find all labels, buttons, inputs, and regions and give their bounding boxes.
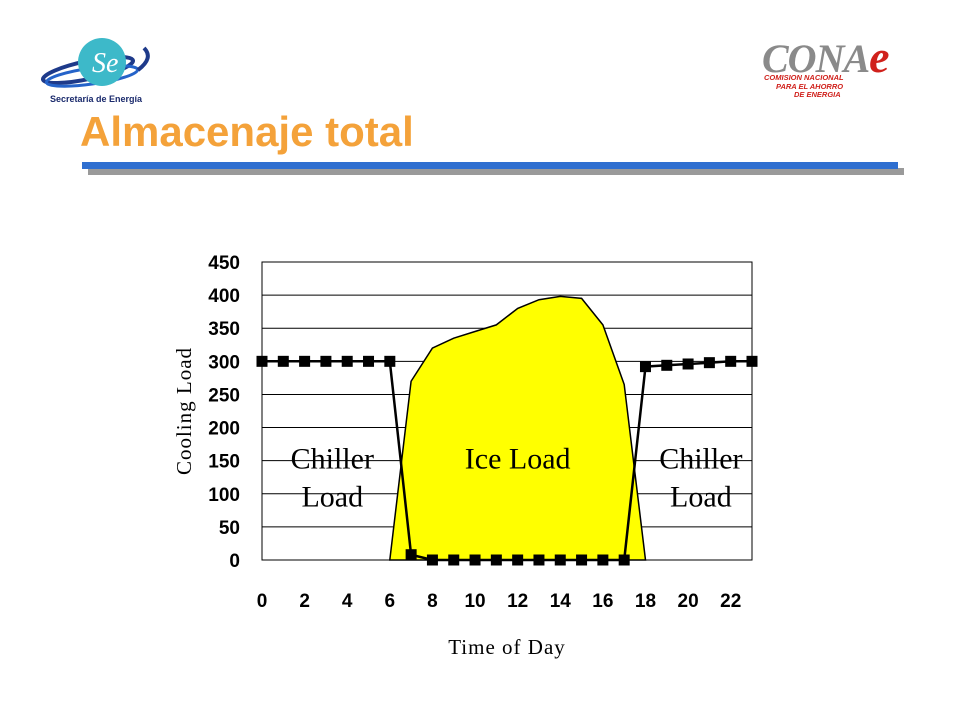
y-tick-label: 50	[219, 518, 240, 539]
line-marker	[490, 554, 502, 566]
line-marker	[341, 355, 353, 367]
line-marker	[554, 554, 566, 566]
region-label: Ice Load	[465, 443, 571, 476]
line-marker	[597, 554, 609, 566]
region-label: Chiller Load	[659, 443, 742, 514]
conae-sub-line-2: PARA EL AHORRO	[776, 81, 844, 91]
conae-logo-subtitle: COMISION NACIONAL PARA EL AHORRO DE ENER…	[764, 73, 844, 100]
secretaria-energia-logo: Se	[40, 38, 150, 88]
title-rule-shadow	[88, 168, 904, 175]
x-tick-label: 12	[507, 591, 528, 612]
line-marker	[299, 355, 311, 367]
line-marker	[512, 554, 524, 566]
x-tick-label: 4	[342, 591, 353, 612]
x-tick-label: 8	[427, 591, 438, 612]
y-tick-label: 0	[229, 551, 240, 572]
region-label: Chiller Load	[291, 443, 374, 514]
x-tick-label: 10	[464, 591, 485, 612]
svg-text:Se: Se	[92, 48, 118, 79]
line-marker	[703, 357, 715, 369]
line-marker	[277, 355, 289, 367]
y-tick-label: 350	[208, 319, 240, 340]
x-tick-label: 14	[550, 591, 572, 612]
region-label-line: Load	[670, 481, 732, 514]
y-tick-label: 450	[208, 253, 240, 274]
x-tick-label: 18	[635, 591, 656, 612]
x-tick-label: 0	[257, 591, 268, 612]
line-marker	[746, 355, 758, 367]
conae-logo: CONAe	[762, 30, 890, 83]
title-rule	[82, 162, 898, 169]
y-tick-label: 100	[208, 485, 240, 506]
line-marker	[682, 358, 694, 370]
region-label-line: Load	[301, 481, 363, 514]
line-markers	[256, 355, 758, 566]
line-marker	[426, 554, 438, 566]
line-marker	[639, 361, 651, 373]
x-tick-label: 16	[592, 591, 613, 612]
x-tick-label: 22	[720, 591, 741, 612]
page-title: Almacenaje total	[80, 108, 414, 155]
x-tick-label: 2	[299, 591, 310, 612]
y-tick-labels: 0 50 100 150 200 250 300 350 400 450	[208, 253, 240, 572]
ice-load-area	[388, 295, 647, 561]
x-tick-label: 20	[678, 591, 699, 612]
line-marker	[405, 549, 417, 561]
line-marker	[384, 355, 396, 367]
region-label-line: Ice Load	[465, 443, 571, 476]
line-marker	[256, 355, 268, 367]
x-axis-title: Time of Day	[448, 635, 566, 659]
conae-sub-line-1: COMISION NACIONAL	[764, 73, 844, 82]
line-marker	[469, 554, 481, 566]
conae-logo-word: CONA	[762, 36, 870, 81]
region-label-line: Chiller	[659, 443, 742, 476]
line-marker	[320, 355, 332, 367]
conae-logo-e: e	[869, 31, 889, 82]
region-label-line: Chiller	[291, 443, 374, 476]
y-tick-label: 250	[208, 385, 240, 406]
line-marker	[448, 554, 460, 566]
conae-sub-line-3: DE ENERGIA	[794, 90, 841, 99]
y-axis-title: Cooling Load	[172, 347, 196, 475]
y-tick-label: 300	[208, 352, 240, 373]
x-tick-label: 6	[385, 591, 396, 612]
line-marker	[618, 554, 630, 566]
secretaria-energia-text: Secretaría de Energía	[50, 94, 143, 104]
line-marker	[661, 359, 673, 371]
line-marker	[725, 355, 737, 367]
y-tick-label: 200	[208, 419, 240, 440]
region-labels: Chiller Load Ice Load Chiller Load	[291, 443, 743, 514]
line-marker	[533, 554, 545, 566]
x-tick-labels: 0 2 4 6 8 10 12 14 16 18 20 22	[257, 591, 742, 612]
y-tick-label: 150	[208, 452, 240, 473]
y-tick-label: 400	[208, 286, 240, 307]
line-marker	[363, 355, 375, 367]
line-marker	[576, 554, 588, 566]
